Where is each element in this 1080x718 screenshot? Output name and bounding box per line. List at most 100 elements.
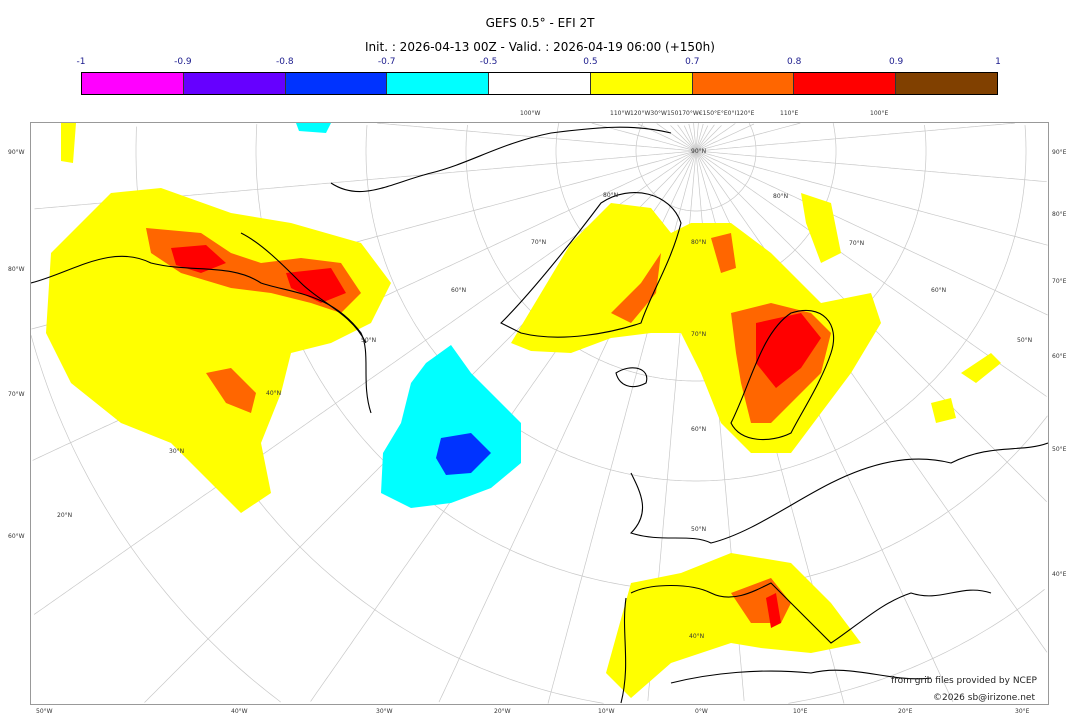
graticule-line <box>924 124 927 151</box>
coordinate-label: 90°N <box>691 148 707 155</box>
coastlines <box>31 126 1048 704</box>
coordinate-label: 0°W <box>695 708 708 715</box>
colorbar-swatch <box>794 73 897 94</box>
graticule-line <box>683 125 697 152</box>
colorbar-tick: 0.9 <box>888 57 904 67</box>
graticule-line <box>656 123 697 152</box>
coordinate-label: 30°N <box>169 448 185 455</box>
graticule-line <box>670 125 697 152</box>
coordinate-label: 70°N <box>849 240 865 247</box>
graticule-line <box>788 589 1045 704</box>
coordinate-label: 10°E <box>793 708 808 715</box>
colorbar-swatch <box>590 73 693 94</box>
coordinate-label: 70°W <box>8 391 25 398</box>
coordinate-label: 10°W <box>598 708 615 715</box>
colorbar-tick: 0.7 <box>685 57 700 67</box>
coordinate-label: 110°E <box>780 110 799 117</box>
graticule-line <box>695 124 715 152</box>
graticule-line <box>377 123 697 152</box>
coordinate-label: 50°W <box>36 708 53 715</box>
colorbar-swatch <box>82 73 184 94</box>
coordinate-label: 40°W <box>231 708 248 715</box>
colorbar <box>81 72 998 95</box>
graticule-line <box>693 123 697 152</box>
coordinate-label: 80°N <box>603 192 619 199</box>
colorbar-tick: -0.7 <box>377 57 396 67</box>
graticule-line <box>695 150 1048 653</box>
graticule-line <box>695 123 801 152</box>
colorbar-tick: -0.5 <box>479 57 498 67</box>
graticule-line <box>635 123 757 212</box>
coordinate-label: 20°N <box>57 512 73 519</box>
colorbar-tick: 0.5 <box>583 57 598 67</box>
coordinate-label: 100°E <box>870 110 889 117</box>
coordinate-label: 50°N <box>361 337 377 344</box>
graticule-line <box>695 150 1048 316</box>
colorbar-swatch <box>692 73 795 94</box>
coordinate-label: 90°E <box>1052 149 1067 156</box>
graticule-line <box>695 125 709 152</box>
coordinate-label: 110°W <box>610 110 631 117</box>
graticule-line <box>695 123 736 152</box>
colorbar-swatch <box>489 73 591 94</box>
graticule-line <box>31 335 281 703</box>
graticule-line <box>695 123 699 152</box>
graticule-line <box>677 124 697 152</box>
coordinate-label: 70°N <box>531 239 547 246</box>
coordinate-label: 60°N <box>931 287 947 294</box>
graticule-line <box>695 125 722 152</box>
graticule-line <box>255 124 1048 592</box>
graticule-line <box>1024 125 1027 151</box>
coordinate-label: 50°N <box>691 526 707 533</box>
source-credit: from grib files provided by NCEP <box>891 676 1037 686</box>
graticule-line <box>688 123 697 152</box>
coordinate-label: 60°N <box>451 287 467 294</box>
colorbar-swatch <box>896 73 998 94</box>
colorbar-tick: -0.8 <box>275 57 294 67</box>
map-panel: 90°N 80°N 70°N 60°N 50°N 40°N 30°N 20°N 80°N 70°N… <box>30 122 1049 705</box>
coordinate-label: 40°N <box>689 633 705 640</box>
coordinate-label: 80°N <box>691 239 707 246</box>
graticule-line <box>695 150 1048 246</box>
chart-title: GEFS 0.5° - EFI 2T <box>485 16 595 30</box>
coordinate-label: 40°E <box>1052 571 1067 578</box>
graticule-line <box>832 123 837 151</box>
colorbar-swatch <box>183 73 286 94</box>
efi-cyan-area <box>296 123 521 508</box>
colorbar-tick: -0.9 <box>174 57 192 67</box>
graticule-line <box>33 150 697 615</box>
colorbar-tick: 1 <box>995 57 1001 67</box>
colorbar-tick: -1 <box>76 57 86 67</box>
coordinate-label: 60°N <box>691 426 707 433</box>
graticule-line <box>465 124 927 382</box>
coordinate-label: 80°E <box>1052 211 1067 218</box>
coordinate-label: 40°N <box>266 390 282 397</box>
coordinate-label: 100°W <box>520 110 541 117</box>
coordinate-label: 50°E <box>1052 446 1067 453</box>
graticule-line <box>748 123 757 151</box>
copyright: ©2026 sb@irizone.net <box>933 693 1035 703</box>
graticule-line <box>695 123 704 152</box>
graticule-line <box>695 150 1047 183</box>
map-canvas <box>31 123 1048 704</box>
coordinate-label: 30°E <box>1015 708 1030 715</box>
coordinate-label: 30°W <box>376 708 393 715</box>
coordinate-label: 60°W <box>8 533 25 540</box>
chart-subtitle: Init. : 2026-04-13 00Z - Valid. : 2026-0… <box>365 40 715 54</box>
graticule-line <box>695 123 755 152</box>
coordinate-label: 70°E <box>1052 278 1067 285</box>
graticule-line <box>695 123 1015 152</box>
coordinate-label: 50°N <box>1017 337 1033 344</box>
colorbar-swatch <box>285 73 388 94</box>
coordinate-label: 20°E <box>898 708 913 715</box>
coordinate-label: 70°N <box>691 331 707 338</box>
coordinate-label: 120°W30°W150170°W€150°E°E0°I120°E <box>630 110 755 117</box>
coordinate-label: 20°W <box>494 708 511 715</box>
coordinate-label: 90°W <box>8 149 25 156</box>
efi-yellow-area <box>46 123 1001 698</box>
coordinate-label: 80°N <box>773 193 789 200</box>
coordinate-label: 80°W <box>8 266 25 273</box>
colorbar-swatch <box>387 73 490 94</box>
colorbar-tick: 0.8 <box>787 57 802 67</box>
graticule-line <box>365 125 1027 482</box>
